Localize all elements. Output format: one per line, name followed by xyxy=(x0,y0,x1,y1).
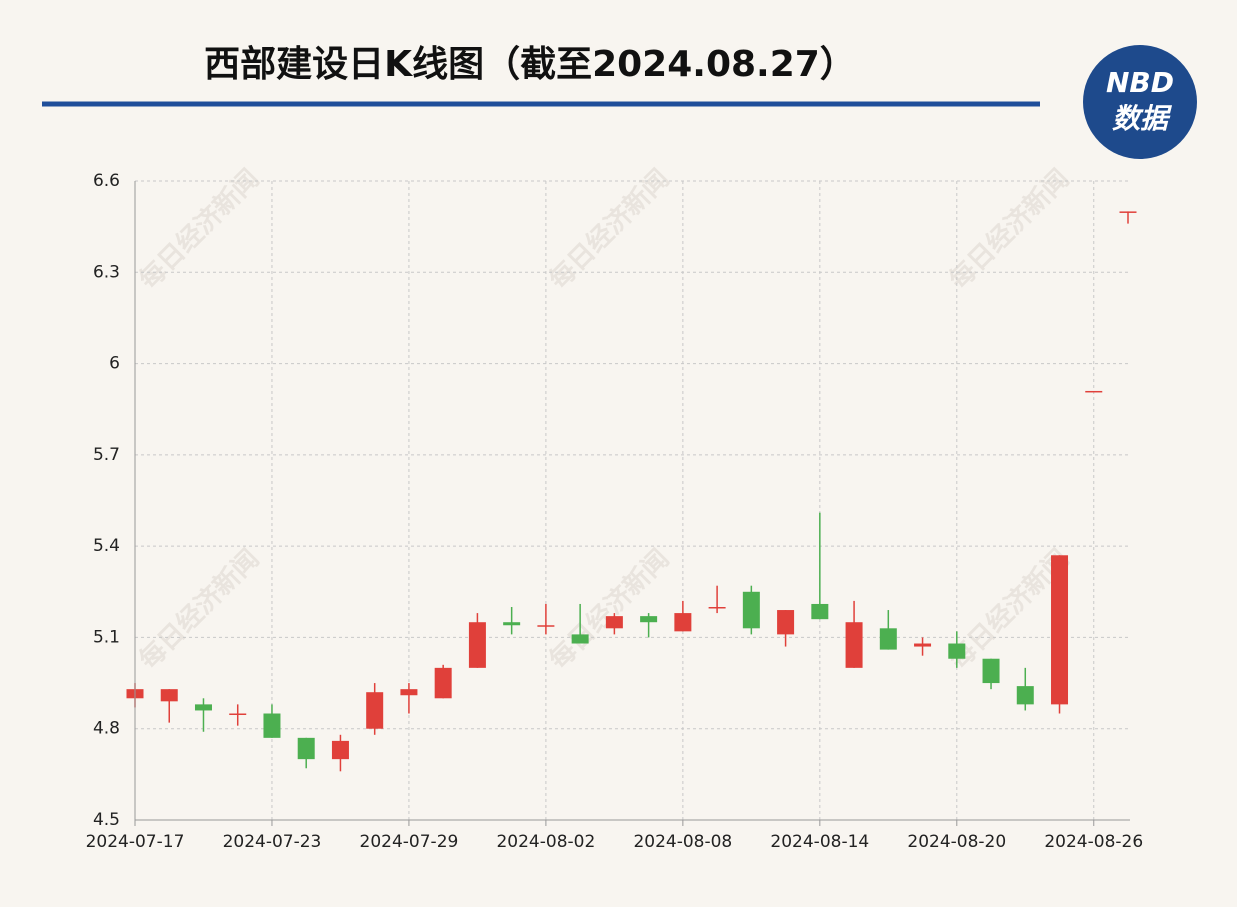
candle-body xyxy=(229,713,247,715)
chart-title: 西部建设日K线图（截至2024.08.27） xyxy=(204,44,856,85)
candle-body xyxy=(605,616,623,629)
candle-body xyxy=(468,622,486,668)
y-tick-label: 4.5 xyxy=(93,810,120,830)
x-tick-label: 2024-07-23 xyxy=(223,832,322,852)
x-tick-label: 2024-08-26 xyxy=(1044,832,1143,852)
y-tick-label: 6.6 xyxy=(93,171,120,191)
candle-body xyxy=(194,704,212,711)
watermark: 每日经济新闻 xyxy=(543,163,675,295)
x-tick-label: 2024-08-20 xyxy=(907,832,1006,852)
y-tick-label: 5.1 xyxy=(93,627,120,647)
candle-body xyxy=(879,628,897,650)
candle-body xyxy=(811,603,829,620)
logo-badge xyxy=(1083,45,1197,159)
candle-body xyxy=(777,610,795,635)
y-tick-label: 6.3 xyxy=(93,262,120,282)
axes: 4.5 4.8 5.1 5.4 5.7 6 6.3 6.6 2024-07-17 2024-07-… xyxy=(86,171,1144,852)
candle-body xyxy=(914,643,932,647)
candle-body xyxy=(434,667,452,699)
x-tick-label: 2024-08-08 xyxy=(633,832,732,852)
candle-body xyxy=(1016,686,1034,705)
candle-body xyxy=(845,622,863,668)
x-tick-label: 2024-07-17 xyxy=(86,832,185,852)
y-tick-label: 5.7 xyxy=(93,445,120,465)
logo-bottom: 数据 xyxy=(1112,102,1173,135)
candle-body xyxy=(708,607,726,609)
candles xyxy=(126,211,1137,772)
candle-body xyxy=(537,625,555,627)
watermark: 每日经济新闻 xyxy=(133,163,265,295)
candle-body xyxy=(674,613,692,632)
x-tick-label: 2024-08-14 xyxy=(770,832,869,852)
candle-body xyxy=(742,591,760,629)
candle-body xyxy=(160,689,178,702)
candle-body xyxy=(982,658,1000,684)
candle-body xyxy=(1051,555,1069,705)
logo-top: NBD xyxy=(1106,66,1174,99)
candle-body xyxy=(1119,211,1137,213)
candle-body xyxy=(297,737,315,760)
candle-body xyxy=(571,634,589,644)
y-tick-label: 6 xyxy=(109,354,120,374)
grid xyxy=(135,180,1130,820)
watermark: 每日经济新闻 xyxy=(133,543,265,675)
watermark: 每日经济新闻 xyxy=(543,543,675,675)
candle-body xyxy=(1085,390,1103,393)
y-tick-label: 4.8 xyxy=(93,719,120,739)
candle-body xyxy=(366,692,384,729)
candle-body xyxy=(263,713,281,738)
candle-body xyxy=(503,622,521,626)
y-tick-label: 5.4 xyxy=(93,536,120,556)
candle-body xyxy=(331,740,349,760)
x-tick-label: 2024-07-29 xyxy=(360,832,459,852)
watermark: 每日经济新闻 xyxy=(943,163,1075,295)
x-tick-label: 2024-08-02 xyxy=(496,832,595,852)
candle-body xyxy=(948,643,966,659)
candle-body xyxy=(400,689,418,696)
candle-body xyxy=(640,616,658,623)
